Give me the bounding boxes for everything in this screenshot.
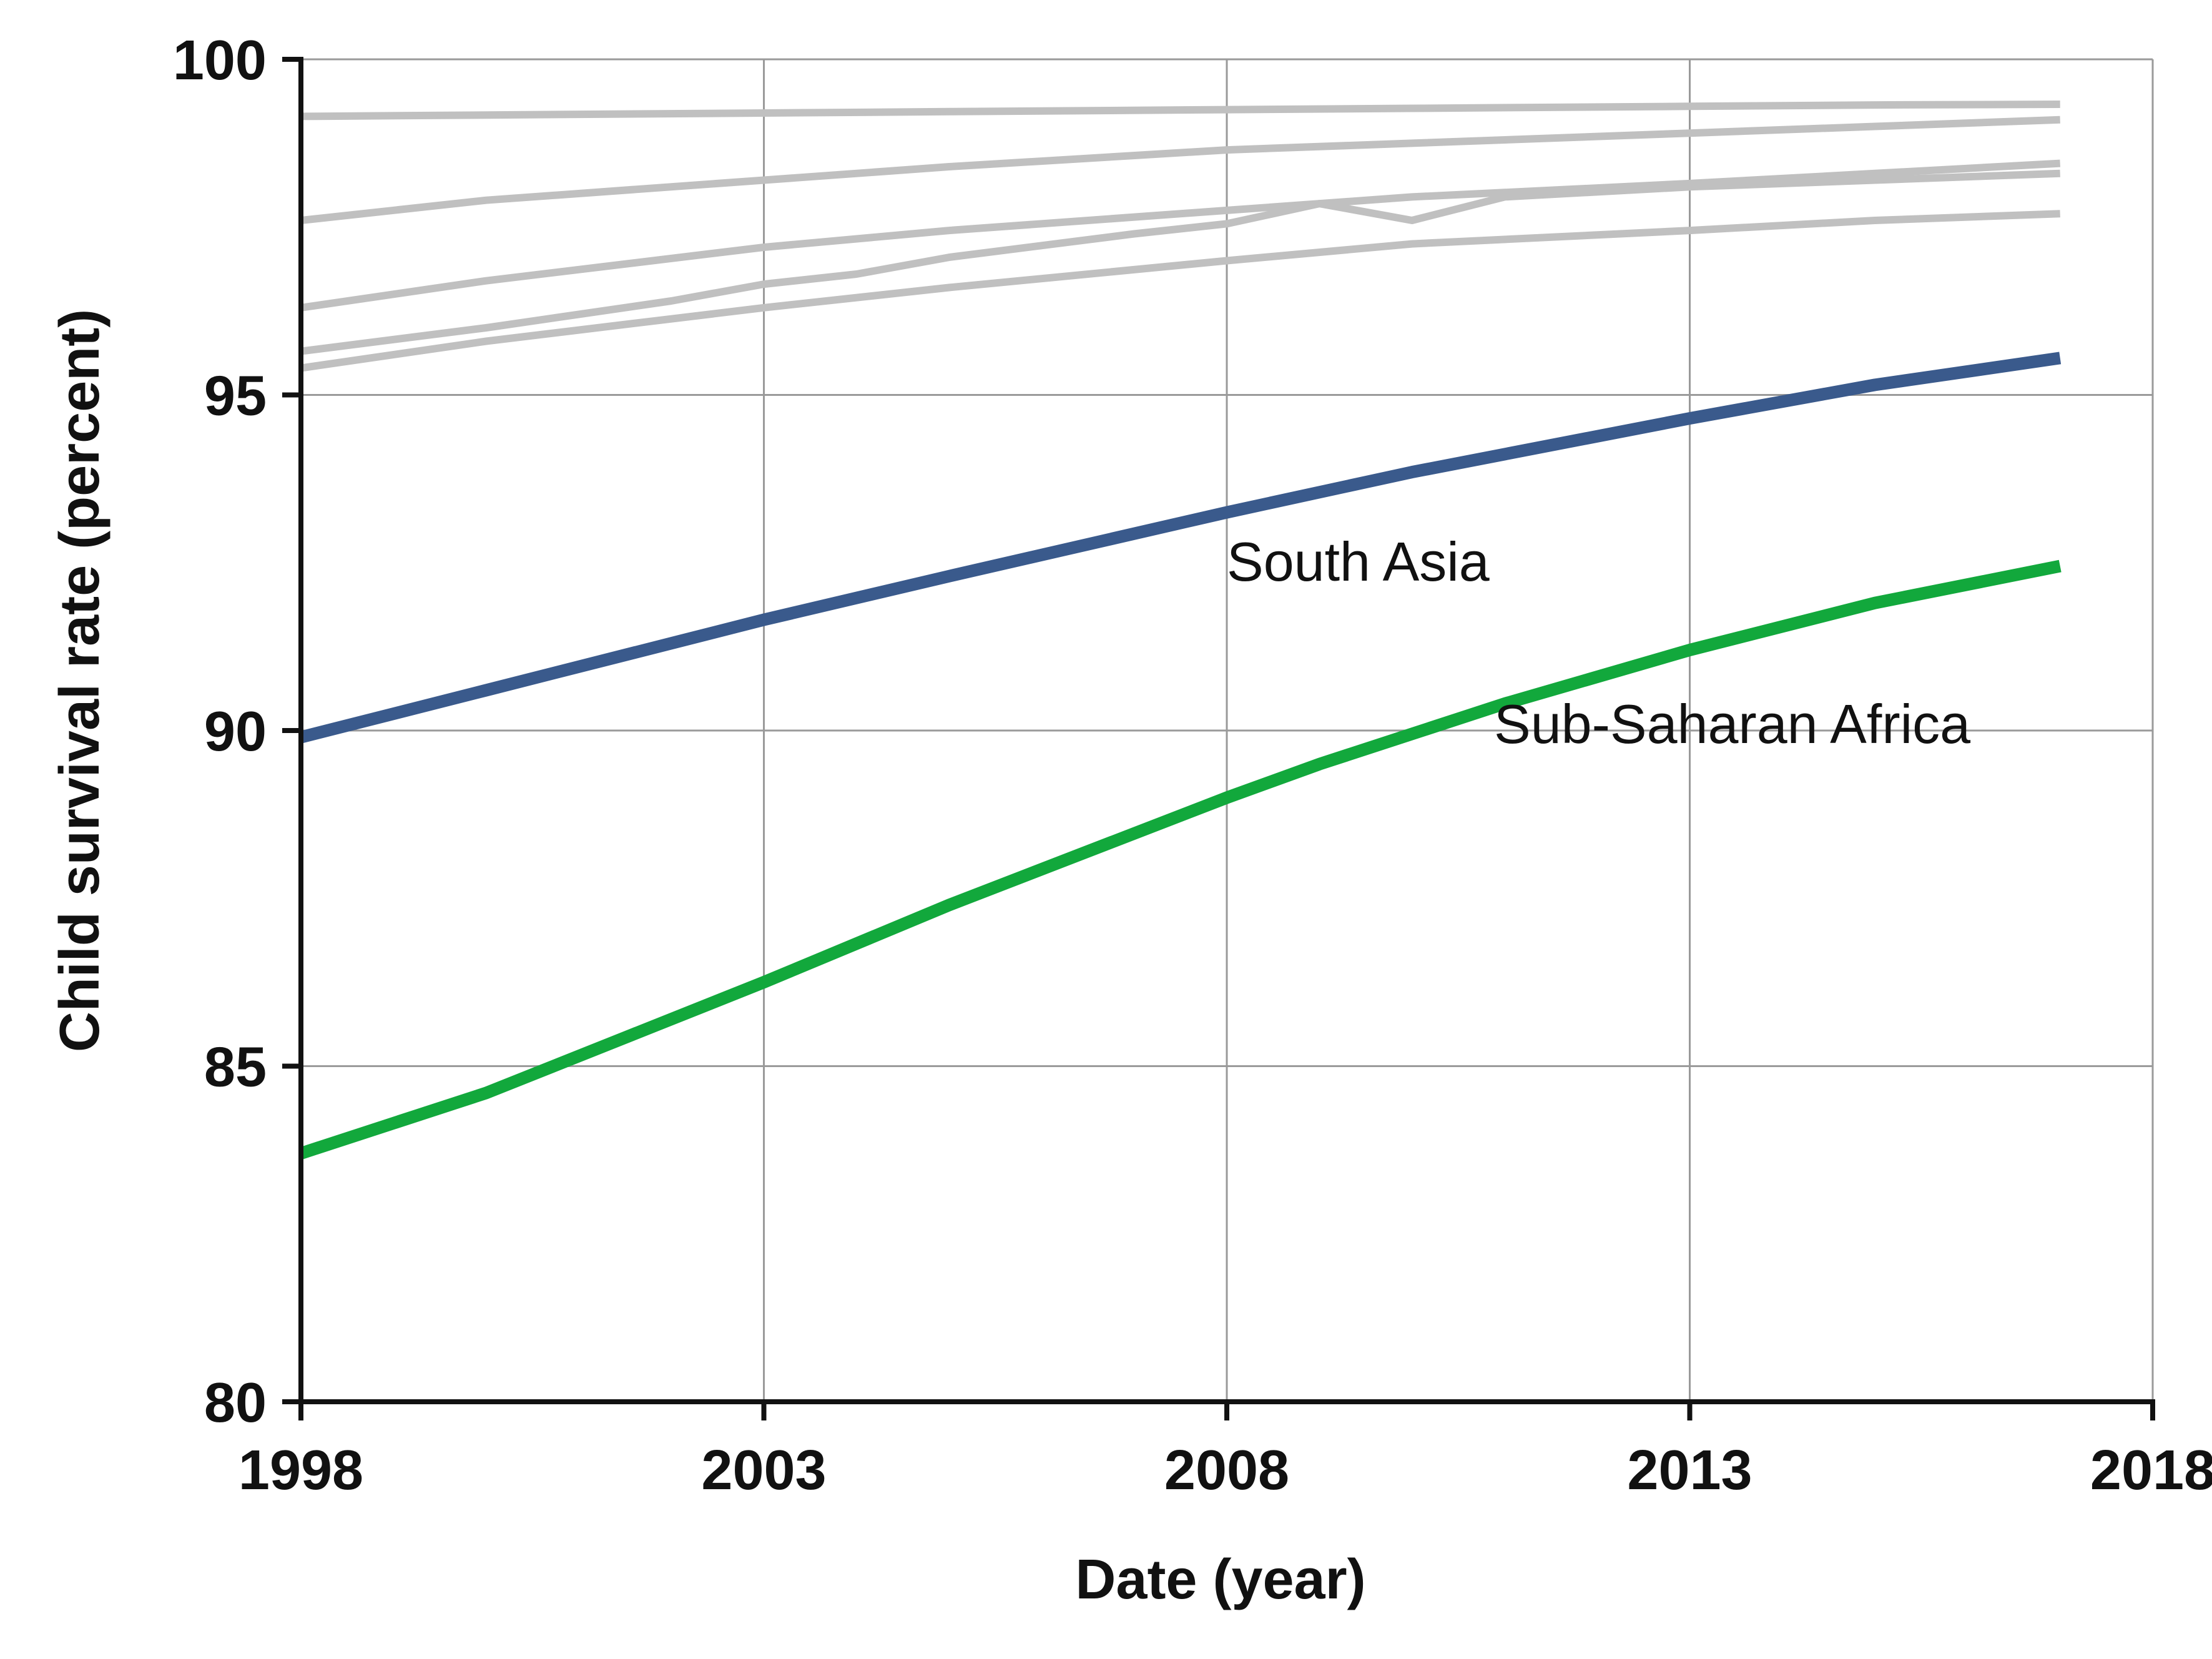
series-label-south-asia: South Asia (1227, 531, 1490, 593)
y-tick-label: 85 (204, 1036, 267, 1099)
series-line-other (300, 169, 2060, 355)
series-line-other (300, 159, 2061, 312)
x-tick-label: 2018 (2090, 1439, 2212, 1502)
series-label-sub-saharan-africa: Sub-Saharan Africa (1494, 693, 1970, 755)
x-tick-label: 2013 (1627, 1439, 1752, 1502)
series-line-other (300, 116, 2060, 224)
x-tick-label: 2008 (1164, 1439, 1289, 1502)
axes (282, 57, 2155, 1420)
y-tick-label: 95 (204, 365, 267, 428)
series-line-other (300, 101, 2060, 121)
x-tick-label: 1998 (238, 1439, 363, 1502)
y-tick-label: 80 (204, 1372, 267, 1434)
tick-labels: 1998 2003 2008 2013 2018 80 85 90 95 100 (173, 29, 2212, 1502)
series-lines (298, 101, 2062, 1159)
series-labels: South Asia Sub-Saharan Africa (1227, 531, 1970, 755)
y-tick-label: 90 (204, 701, 267, 763)
x-axis-title: Date (year) (1075, 1548, 1365, 1611)
series-line-south-asia (299, 352, 2062, 744)
y-tick-label: 100 (173, 29, 267, 92)
y-axis-title: Child survival rate (percent) (49, 309, 111, 1052)
x-tick-label: 2003 (701, 1439, 826, 1502)
series-line-other (300, 210, 2060, 372)
series-line-sub-saharan-africa (298, 559, 2062, 1159)
